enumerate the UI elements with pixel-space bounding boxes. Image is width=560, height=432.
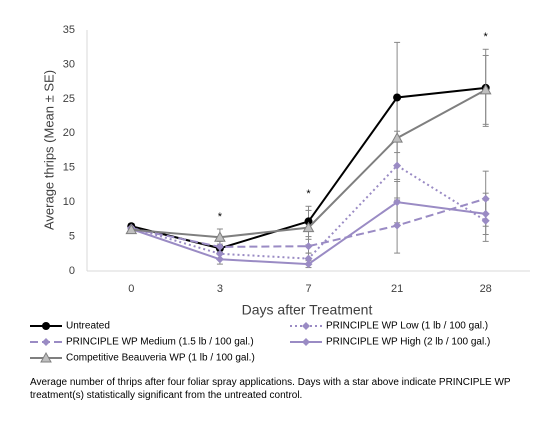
legend-marker xyxy=(42,322,50,330)
data-point xyxy=(393,221,402,230)
x-tick-label: 7 xyxy=(305,283,311,295)
data-point xyxy=(215,249,224,258)
legend-label: Competitive Beauveria WP (1 lb / 100 gal… xyxy=(66,353,255,364)
significance-star: * xyxy=(484,31,489,43)
data-point xyxy=(481,216,490,225)
x-axis-title: Days after Treatment xyxy=(242,302,373,318)
x-tick-label: 0 xyxy=(128,283,134,295)
x-tick-label: 28 xyxy=(480,283,492,295)
data-point xyxy=(125,223,138,235)
y-tick-label: 15 xyxy=(63,162,75,174)
y-tick-label: 30 xyxy=(63,58,75,70)
data-point xyxy=(393,161,402,170)
data-point xyxy=(304,260,313,269)
data-point xyxy=(393,93,402,102)
data-point xyxy=(481,194,490,203)
y-tick-label: 25 xyxy=(63,93,75,105)
caption: Average number of thrips after four foli… xyxy=(30,377,511,401)
data-point xyxy=(481,209,490,218)
data-point xyxy=(215,255,224,264)
data-point xyxy=(214,231,226,242)
y-tick-label: 0 xyxy=(69,265,75,277)
y-tick-label: 35 xyxy=(63,24,75,36)
data-point xyxy=(215,242,224,251)
legend-label: Untreated xyxy=(66,321,110,332)
x-tick-label: 3 xyxy=(217,283,223,295)
legend-marker xyxy=(40,351,52,363)
legend-label: PRINCIPLE WP Medium (1.5 lb / 100 gal.) xyxy=(66,337,254,348)
data-point xyxy=(304,242,313,251)
legend-label: PRINCIPLE WP High (2 lb / 100 gal.) xyxy=(326,337,490,348)
y-tick-label: 5 xyxy=(69,230,75,242)
significance-star: * xyxy=(306,188,311,200)
series-line xyxy=(131,197,486,248)
data-point xyxy=(304,254,313,263)
significance-star: * xyxy=(218,211,223,223)
y-tick-label: 10 xyxy=(63,196,75,208)
y-tick-label: 20 xyxy=(63,127,75,139)
data-point xyxy=(393,198,402,207)
data-point xyxy=(304,217,313,226)
y-axis-title: Average thrips (Mean ± SE) xyxy=(41,70,56,230)
legend-label: PRINCIPLE WP Low (1 lb / 100 gal.) xyxy=(326,321,488,332)
legend-marker xyxy=(302,338,310,346)
legend-marker xyxy=(302,322,310,330)
data-point xyxy=(302,221,315,233)
x-tick-label: 21 xyxy=(391,283,403,295)
legend-marker xyxy=(42,338,50,346)
data-point xyxy=(479,83,492,95)
data-point xyxy=(391,132,403,143)
